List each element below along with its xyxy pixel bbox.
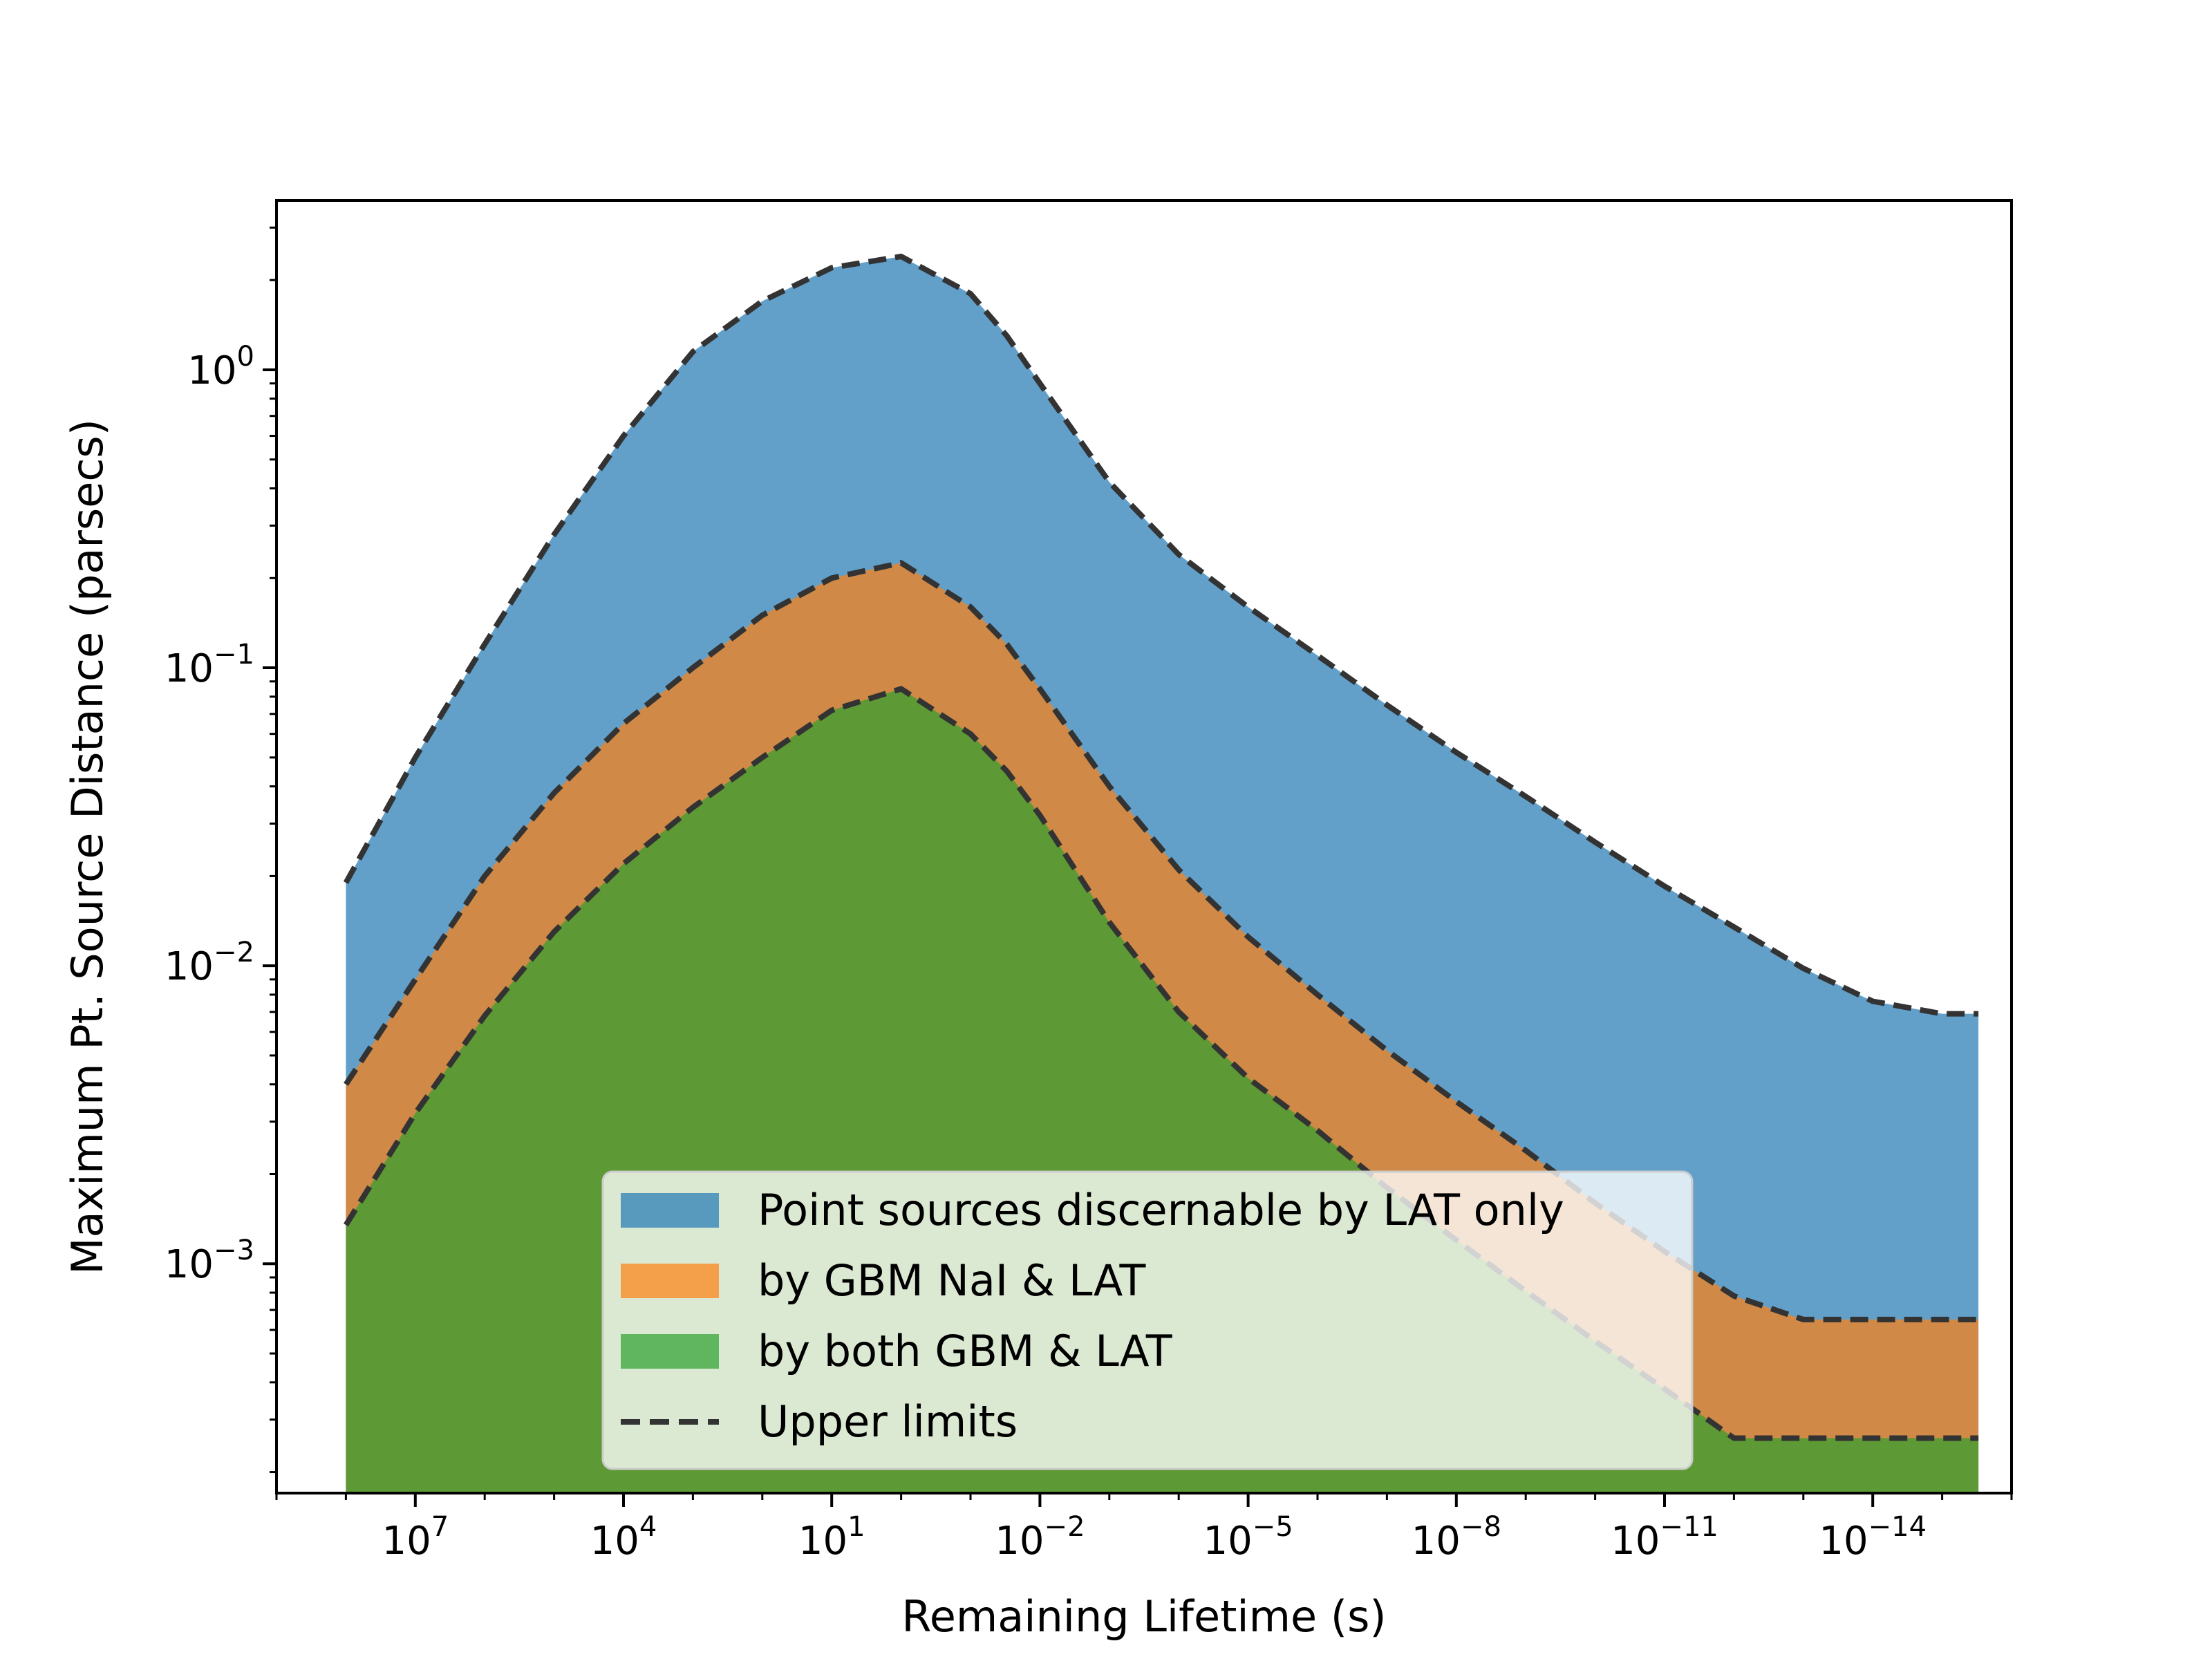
legend-swatch-gbm-nai-lat [621,1264,719,1298]
x-tick-label: 104 [590,1511,657,1564]
x-tick-label: 10−11 [1611,1511,1718,1564]
x-tick-label: 10−2 [995,1511,1085,1564]
legend-label-both: by both GBM & LAT [758,1326,1173,1376]
upper-limit-lines-group [343,254,1979,1441]
y-tick-label: 10−2 [165,937,254,989]
y-tick-label: 100 [187,341,254,393]
legend-label-gbm-nai-lat: by GBM NaI & LAT [758,1255,1147,1306]
upper-limit-line-by-both-gbm-lat [344,686,1979,1441]
legend: Point sources discernable by LAT only by… [601,1170,1694,1470]
x-axis-ticks: 107 104 101 10−2 10−5 10−8 10−11 10−14 [275,1493,2013,1564]
y-tick-label: 10−1 [165,639,254,691]
upper-limit-line-point-sources-discernable-by-lat-only [343,254,1979,1017]
legend-label-lat-only: Point sources discernable by LAT only [758,1185,1564,1235]
x-tick-label: 107 [382,1511,449,1564]
x-tick-label: 10−8 [1412,1511,1501,1564]
legend-swatch-both [621,1334,719,1369]
legend-swatch-lat-only [621,1193,719,1228]
plot-frame [275,199,2013,1494]
upper-limit-line-by-gbm-nai-lat [344,560,1979,1322]
y-axis-ticks: 100 10−1 10−2 10−3 [165,226,276,1474]
x-tick-label: 10−5 [1203,1511,1293,1564]
y-axis-label: Maximum Pt. Source Distance (parsecs) [62,419,113,1275]
y-tick-label: 10−3 [165,1235,254,1287]
x-tick-label: 101 [798,1511,865,1564]
legend-label-upper-limits: Upper limits [758,1396,1018,1447]
x-tick-label: 10−14 [1819,1511,1927,1564]
legend-frame [601,1170,1694,1470]
x-axis-label: Remaining Lifetime (s) [901,1591,1386,1642]
